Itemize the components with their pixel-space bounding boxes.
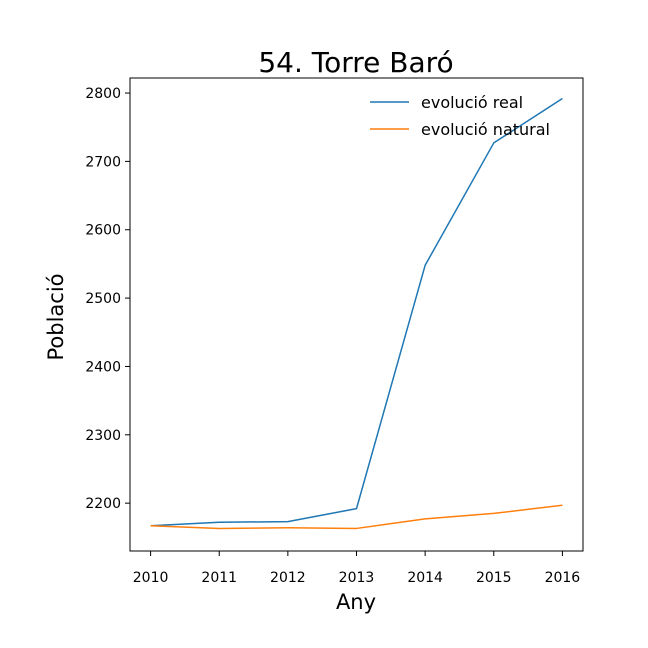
y-axis-label: Població <box>44 273 68 360</box>
x-tick-label: 2012 <box>270 570 306 586</box>
y-tick-label: 2200 <box>85 496 121 512</box>
legend-label: evolució real <box>421 93 523 112</box>
y-tick-label: 2800 <box>85 86 121 102</box>
y-tick-label: 2300 <box>85 428 121 444</box>
x-tick-label: 2013 <box>339 570 375 586</box>
chart-title: 54. Torre Baró <box>258 46 453 79</box>
x-tick-label: 2015 <box>476 570 512 586</box>
x-axis-label: Any <box>336 590 376 614</box>
series-line-natural <box>150 504 563 530</box>
x-tick-label: 2010 <box>133 570 169 586</box>
legend-label: evolució natural <box>421 120 550 139</box>
x-tick-label: 2014 <box>407 570 443 586</box>
y-tick-label: 2700 <box>85 154 121 170</box>
series-line-real <box>150 97 563 527</box>
plot-area: 2010 2011 2012 2013 2014 2015 2016 2200 2300 2400… <box>85 77 584 586</box>
x-tick-label: 2011 <box>201 570 237 586</box>
y-tick-label: 2500 <box>85 291 121 307</box>
x-tick-label: 2016 <box>545 570 581 586</box>
y-tick-label: 2600 <box>85 223 121 239</box>
y-tick-label: 2400 <box>85 359 121 375</box>
